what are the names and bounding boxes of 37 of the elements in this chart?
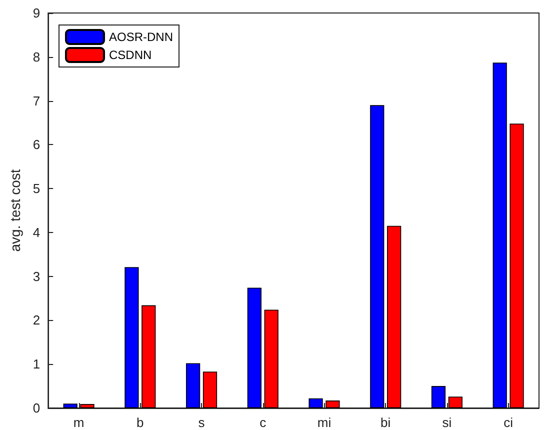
bar	[370, 105, 384, 408]
x-tick-label: b	[136, 415, 144, 430]
y-tick-label: 1	[32, 356, 40, 372]
x-tick-label: m	[73, 415, 84, 430]
y-tick-label: 9	[32, 6, 40, 20]
y-tick-label: 0	[32, 400, 40, 416]
x-tick-label: si	[442, 415, 452, 430]
bar	[264, 310, 278, 408]
y-tick-label: 8	[32, 49, 40, 64]
bar	[431, 386, 446, 408]
x-tick-label: s	[198, 415, 206, 430]
y-tick-label: 4	[32, 224, 40, 240]
bar	[326, 400, 340, 408]
x-tick-label: mi	[317, 415, 332, 430]
y-tick-label: 5	[32, 181, 40, 196]
bar	[202, 372, 218, 408]
bar	[124, 267, 139, 408]
bar	[492, 62, 507, 408]
bar	[142, 305, 156, 408]
x-tick-label: bi	[380, 415, 391, 430]
bar	[510, 124, 524, 408]
y-tick-label: 2	[32, 312, 40, 328]
x-tick-label: ci	[504, 415, 514, 430]
legend-label: AOSR-DNN	[109, 30, 174, 44]
legend-label: CSDNN	[109, 48, 152, 62]
y-tick-label: 7	[32, 93, 40, 108]
x-tick-label: c	[260, 415, 267, 430]
bar	[247, 288, 262, 408]
y-tick-label: 3	[32, 268, 40, 284]
y-tick-label: 6	[32, 137, 40, 152]
bar	[186, 363, 200, 408]
bar	[63, 404, 78, 408]
bar	[80, 404, 94, 408]
bar	[448, 396, 462, 408]
bar	[308, 398, 323, 408]
bar	[387, 226, 402, 408]
y-axis-title: avg. test cost	[7, 169, 23, 252]
